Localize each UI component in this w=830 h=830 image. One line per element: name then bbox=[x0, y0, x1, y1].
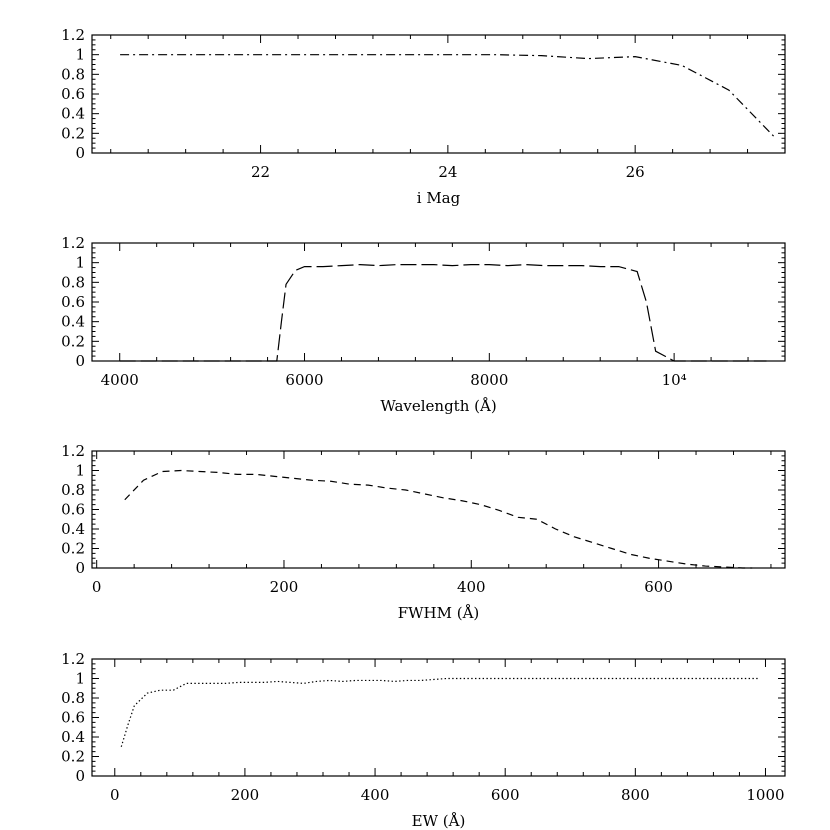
x-tick-label: 600 bbox=[644, 578, 673, 596]
y-tick-label: 0.6 bbox=[61, 85, 85, 103]
y-tick-label: 0.2 bbox=[61, 540, 85, 558]
x-tick-label: 1000 bbox=[746, 786, 784, 804]
y-tick-label: 1.2 bbox=[61, 234, 85, 252]
x-tick-label: 0 bbox=[110, 786, 120, 804]
x-axis-label: EW (Å) bbox=[412, 812, 466, 830]
plot-frame bbox=[91, 450, 786, 569]
y-tick-label: 1.2 bbox=[61, 650, 85, 668]
x-tick-label: 8000 bbox=[470, 371, 508, 389]
y-tick-label: 0.2 bbox=[61, 124, 85, 142]
y-tick-label: 0 bbox=[75, 144, 85, 162]
y-tick-label: 0.8 bbox=[61, 65, 85, 83]
x-tick-label: 6000 bbox=[285, 371, 323, 389]
y-tick-label: 1 bbox=[75, 46, 85, 64]
y-tick-label: 1 bbox=[75, 462, 85, 480]
y-tick-label: 0.4 bbox=[61, 105, 85, 123]
y-tick-label: 0.4 bbox=[61, 728, 85, 746]
y-tick-label: 0 bbox=[75, 559, 85, 577]
x-tick-label: 400 bbox=[361, 786, 390, 804]
y-tick-label: 0.2 bbox=[61, 332, 85, 350]
x-tick-label: 800 bbox=[621, 786, 650, 804]
y-tick-label: 0.8 bbox=[61, 689, 85, 707]
series-line bbox=[119, 264, 767, 362]
x-tick-label: 0 bbox=[92, 578, 102, 596]
x-axis-label: FWHM (Å) bbox=[398, 604, 480, 622]
y-tick-label: 1.2 bbox=[61, 442, 85, 460]
y-tick-label: 0.2 bbox=[61, 748, 85, 766]
x-tick-label: 600 bbox=[491, 786, 520, 804]
plot-frame bbox=[91, 242, 786, 362]
panel-i-mag: 0 0.20.4 0.6 0.81 1.2 22 24 26 i Mag bbox=[61, 26, 786, 207]
y-tick-label: 0 bbox=[75, 352, 85, 370]
x-axis-label: i Mag bbox=[417, 189, 461, 207]
series-line bbox=[120, 677, 759, 747]
y-tick-label: 0.4 bbox=[61, 520, 85, 538]
y-tick-label: 1 bbox=[75, 670, 85, 688]
x-axis-label: Wavelength (Å) bbox=[380, 397, 496, 415]
x-tick-label: 200 bbox=[231, 786, 260, 804]
y-tick-label: 0.8 bbox=[61, 273, 85, 291]
x-tick-label: 24 bbox=[438, 163, 457, 181]
y-tick-label: 0.4 bbox=[61, 313, 85, 331]
plot-frame bbox=[91, 658, 786, 777]
y-tick-label: 0.6 bbox=[61, 709, 85, 727]
y-tick-label: 0.8 bbox=[61, 481, 85, 499]
series-line bbox=[120, 54, 777, 139]
y-tick-label: 0.6 bbox=[61, 501, 85, 519]
x-tick-label: 200 bbox=[270, 578, 299, 596]
y-tick-label: 1.2 bbox=[61, 26, 85, 44]
x-tick-label: 22 bbox=[251, 163, 270, 181]
panel-wavelength: 0 0.20.4 0.6 0.81 1.2 4000 6000 8000 10⁴ Waveleng… bbox=[61, 234, 786, 415]
y-tick-label: 0 bbox=[75, 767, 85, 785]
y-tick-label: 0.6 bbox=[61, 293, 85, 311]
x-tick-label: 26 bbox=[626, 163, 645, 181]
x-tick-label: 400 bbox=[457, 578, 486, 596]
series-line bbox=[124, 469, 753, 569]
y-tick-label: 1 bbox=[75, 254, 85, 272]
plot-frame bbox=[91, 34, 786, 154]
x-tick-label: 10⁴ bbox=[662, 371, 687, 389]
x-tick-label: 4000 bbox=[101, 371, 139, 389]
